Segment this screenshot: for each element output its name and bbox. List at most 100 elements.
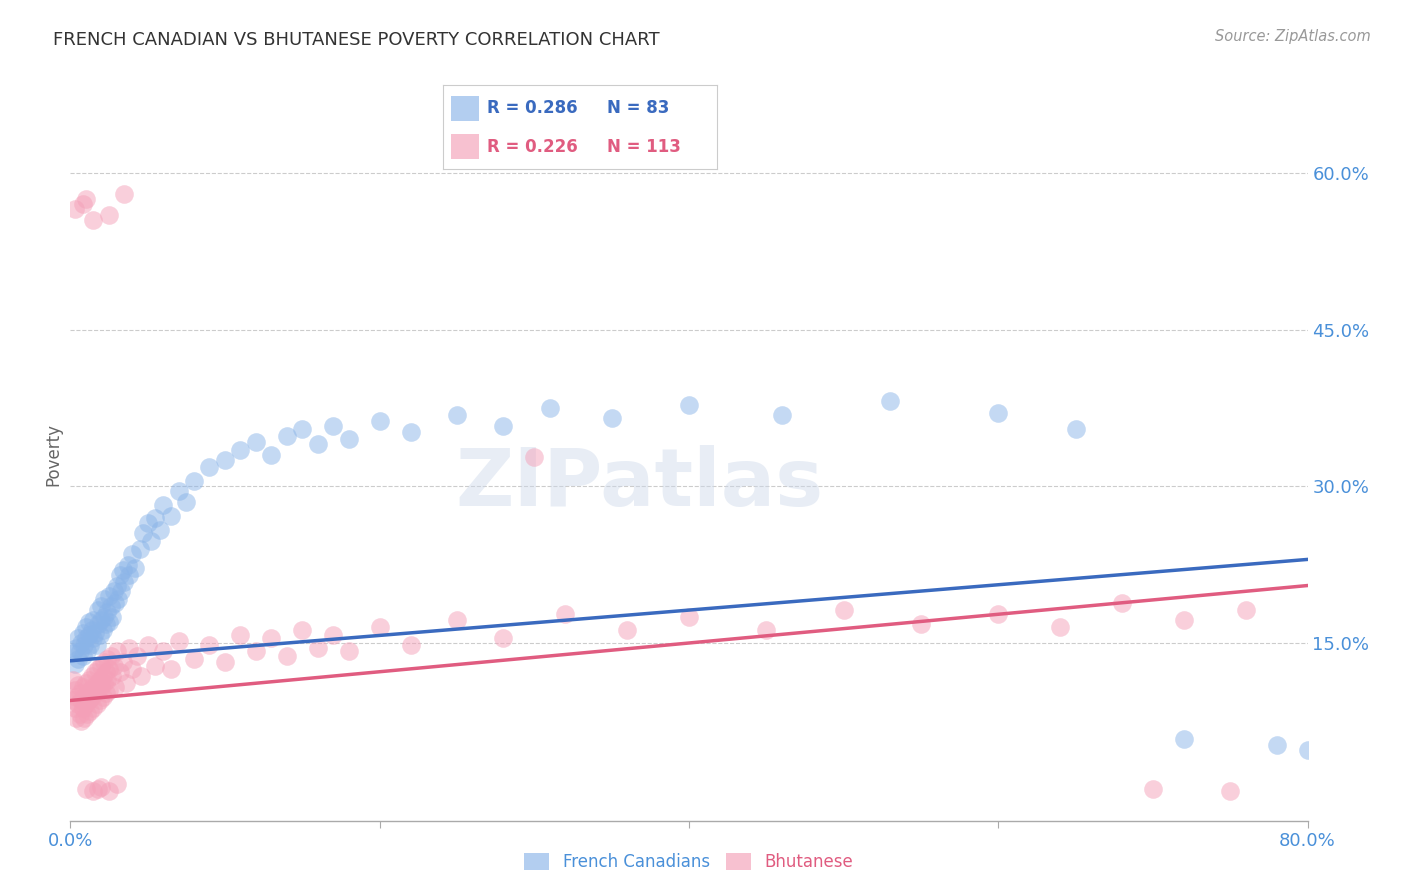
Point (337, 644, 360, 658)
Point (72, 648, 94, 663)
Legend: French Canadians, Bhutanese: French Canadians, Bhutanese (517, 847, 860, 878)
Point (67, 651, 90, 665)
Point (87, 617, 110, 632)
Point (307, 641, 329, 656)
Point (75, 620, 97, 634)
Point (136, 638, 159, 652)
Point (96, 605, 118, 619)
Point (100, 648, 122, 663)
Point (96, 651, 118, 665)
Point (446, 408, 468, 422)
Point (98, 784, 120, 798)
Point (307, 437, 329, 451)
Point (65, 641, 87, 656)
Point (63, 700, 86, 714)
Point (67, 631, 90, 645)
Point (69, 707, 91, 722)
Point (124, 561, 146, 575)
Point (80, 669, 103, 683)
Point (910, 617, 932, 632)
Point (91, 690, 114, 705)
Point (77, 693, 100, 707)
Point (987, 406, 1010, 420)
Point (987, 607, 1010, 621)
Point (94, 686, 117, 700)
Point (121, 547, 143, 561)
Point (1173, 613, 1195, 627)
Point (98, 589, 120, 603)
Point (89, 693, 111, 707)
Point (62, 693, 84, 707)
Text: N = 83: N = 83 (607, 99, 669, 117)
Text: FRENCH CANADIAN VS BHUTANESE POVERTY CORRELATION CHART: FRENCH CANADIAN VS BHUTANESE POVERTY COR… (53, 31, 659, 49)
Point (121, 662, 143, 676)
Point (86, 697, 108, 711)
Point (149, 523, 172, 537)
Point (160, 508, 183, 523)
Point (136, 516, 159, 530)
Point (80, 624, 103, 638)
Point (1064, 422, 1087, 436)
Point (114, 575, 135, 590)
Point (322, 418, 344, 433)
Point (90, 613, 112, 627)
Point (198, 460, 221, 475)
Point (76, 686, 98, 700)
Point (67, 697, 90, 711)
Point (73, 638, 96, 652)
Point (678, 610, 700, 624)
Point (245, 644, 267, 658)
Point (1173, 732, 1195, 747)
Point (87, 602, 110, 616)
Point (600, 411, 623, 425)
Point (125, 648, 148, 663)
Point (492, 418, 515, 433)
Point (167, 484, 190, 499)
Text: ZIPatlas: ZIPatlas (456, 445, 824, 524)
Point (63, 202, 86, 217)
Point (276, 429, 298, 443)
Point (75, 631, 97, 645)
Point (214, 453, 236, 467)
Point (174, 495, 197, 509)
FancyBboxPatch shape (451, 95, 478, 121)
Text: R = 0.226: R = 0.226 (486, 137, 578, 155)
Point (79, 704, 101, 718)
Point (132, 526, 155, 541)
Point (118, 641, 141, 656)
Point (82, 680, 105, 694)
Point (76, 707, 98, 722)
Point (93, 675, 115, 690)
Point (229, 627, 252, 641)
Point (82, 613, 105, 627)
Point (62, 673, 84, 687)
Point (98, 662, 120, 676)
Point (111, 655, 134, 669)
Point (145, 659, 166, 673)
Point (91, 624, 114, 638)
Point (114, 186, 135, 201)
Point (77, 673, 100, 687)
Point (167, 634, 190, 648)
Point (82, 631, 105, 645)
Point (101, 610, 124, 624)
Point (1049, 620, 1071, 634)
Point (62, 647, 84, 661)
Point (72, 700, 94, 714)
Point (1234, 602, 1257, 616)
Point (82, 212, 105, 227)
Point (67, 678, 90, 692)
Point (100, 599, 122, 614)
Point (98, 208, 120, 222)
Text: R = 0.286: R = 0.286 (486, 99, 578, 117)
Point (214, 655, 236, 669)
Point (1219, 784, 1241, 798)
Point (523, 450, 546, 464)
Point (89, 627, 111, 641)
Point (72, 625, 94, 640)
Point (368, 415, 391, 429)
Point (91, 669, 114, 683)
Point (105, 777, 128, 791)
Point (84, 686, 107, 700)
Point (337, 432, 360, 446)
